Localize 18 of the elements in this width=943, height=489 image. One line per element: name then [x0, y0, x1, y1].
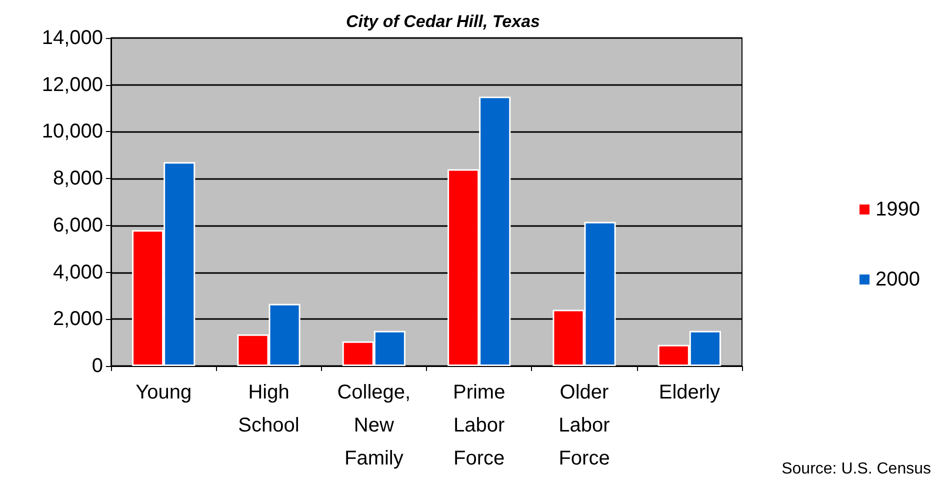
x-tick-label: Older Labor Force [558, 382, 610, 470]
source-note: Source: U.S. Census [782, 460, 932, 478]
chart-title: City of Cedar Hill, Texas [346, 12, 540, 31]
x-tick-label: Prime Labor Force [452, 382, 506, 470]
y-tick-label: 8,000 [52, 168, 103, 190]
y-tick-label: 6,000 [52, 214, 103, 236]
y-tick-label: 10,000 [42, 120, 103, 143]
y-tick-label: 12,000 [42, 74, 103, 96]
y-tick-label: 2,000 [52, 308, 103, 330]
x-tick-label: College, New Family [337, 382, 411, 470]
y-tick-label: 4,000 [52, 261, 103, 284]
x-tick-label: Elderly [658, 382, 720, 404]
y-tick-label: 14,000 [42, 27, 103, 49]
x-tick-label: High School [238, 382, 300, 436]
x-tick-label: Young [136, 382, 192, 404]
y-tick-label: 0 [92, 355, 103, 377]
legend-label: 1990 [876, 198, 920, 220]
legend-label: 2000 [876, 268, 920, 290]
